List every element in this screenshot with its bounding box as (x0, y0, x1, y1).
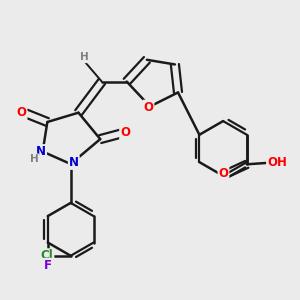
Text: H: H (30, 154, 38, 164)
Text: O: O (120, 126, 130, 140)
Text: N: N (36, 145, 46, 158)
Text: H: H (80, 52, 89, 62)
Text: O: O (143, 100, 153, 114)
Text: O: O (218, 167, 229, 180)
Text: OH: OH (267, 156, 287, 169)
Text: N: N (69, 156, 79, 169)
Text: O: O (16, 106, 26, 119)
Text: F: F (44, 259, 52, 272)
Text: Cl: Cl (41, 249, 53, 262)
